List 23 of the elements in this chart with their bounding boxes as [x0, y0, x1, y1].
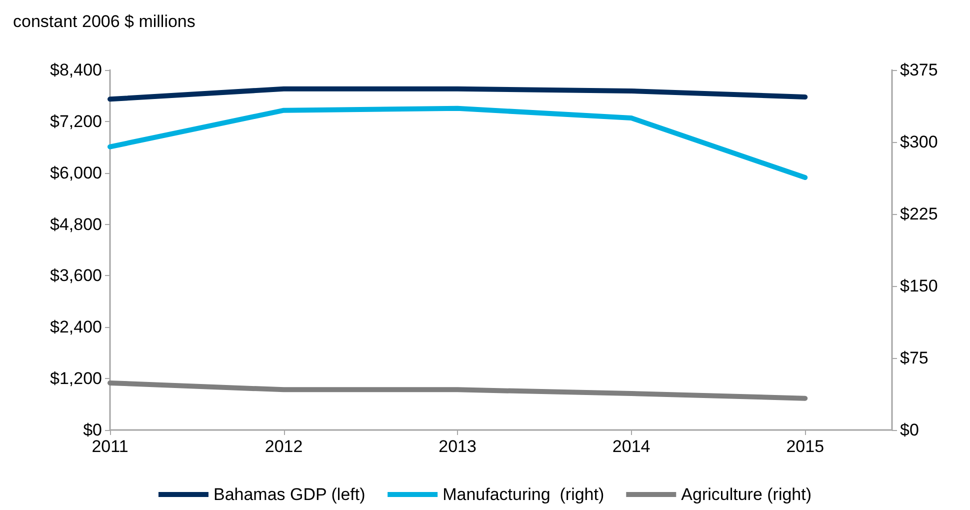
y-tick-label: $4,800 — [50, 214, 102, 234]
legend-label: Agriculture (right) — [681, 485, 812, 504]
y2-tick-label: $225 — [900, 204, 938, 224]
y-tick-label: $3,600 — [50, 266, 102, 286]
x-tick-label: 2012 — [264, 437, 303, 456]
y-tick-label: $7,200 — [50, 112, 102, 131]
x-tick-label: 2013 — [438, 437, 476, 456]
y2-tick-label: $150 — [900, 276, 938, 296]
y-tick-label: $2,400 — [50, 318, 102, 337]
x-tick-label: 2011 — [92, 437, 128, 456]
y-tick-label: $8,400 — [50, 60, 102, 80]
y-axis-title: constant 2006 $ millions — [13, 12, 196, 31]
legend-label: Bahamas GDP (left) — [213, 485, 366, 504]
y-tick-label: $1,200 — [50, 369, 102, 388]
y2-tick-label: $375 — [900, 60, 938, 80]
legend-label: Manufacturing (right) — [442, 485, 604, 504]
y2-tick-label: $300 — [900, 132, 938, 152]
y-tick-label: $6,000 — [50, 163, 102, 182]
x-tick-label: 2015 — [786, 437, 824, 456]
y2-tick-label: $75 — [900, 348, 928, 368]
y-tick-label: $0 — [83, 420, 102, 440]
y2-tick-label: $0 — [900, 420, 919, 440]
x-tick-label: 2014 — [612, 437, 650, 456]
